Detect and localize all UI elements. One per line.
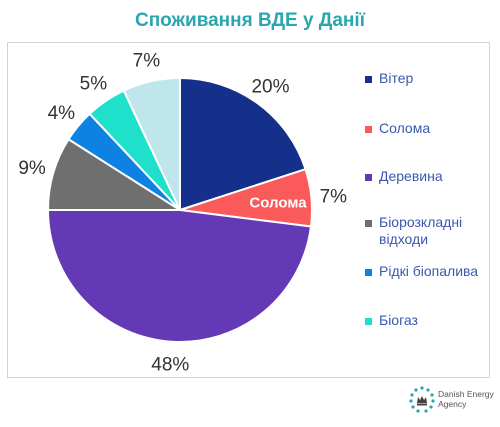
legend-item-2: Деревина (365, 168, 489, 185)
danish-energy-agency-logo: Danish Energy Agency (408, 384, 498, 424)
pie-value-label-0: 20% (251, 76, 289, 97)
legend-swatch (365, 126, 372, 133)
legend-swatch (365, 76, 372, 83)
chart-panel (7, 42, 490, 378)
pie-value-label-5: 5% (80, 74, 108, 95)
agency-crown-icon (409, 386, 435, 413)
chart-title: Споживання ВДЕ у Данії (134, 10, 366, 31)
pie-value-label-6: 7% (133, 51, 161, 72)
legend-label: Біогаз (379, 312, 418, 328)
legend-item-3: Біорозкладні відходи (365, 214, 489, 248)
pie-inner-label: Солома (249, 194, 307, 211)
legend-label: Деревина (379, 168, 443, 184)
legend-swatch (365, 174, 372, 181)
legend-label: Біорозкладні відходи (379, 214, 463, 247)
legend-swatch (365, 220, 372, 227)
legend-swatch (365, 318, 372, 325)
logo-text-line1: Danish Energy (438, 389, 494, 399)
legend-label: Солома (379, 120, 431, 136)
pie-value-label-2: 48% (151, 355, 189, 376)
legend-label: Вітер (379, 70, 414, 86)
pie-slice-6 (122, 76, 181, 211)
legend-item-0: Вітер (365, 70, 489, 87)
pie-slice-2 (46, 209, 313, 343)
legend-swatch (365, 269, 372, 276)
logo-text-line2: Agency (438, 399, 467, 409)
legend-item-4: Рідкі біопалива (365, 263, 489, 280)
pie-value-label-3: 9% (18, 158, 46, 179)
pie-value-label-1: 7% (320, 187, 348, 208)
legend-item-1: Солома (365, 120, 489, 137)
pie-value-label-4: 4% (48, 103, 76, 124)
legend-label: Рідкі біопалива (379, 263, 479, 279)
pie-slice-0 (179, 76, 307, 212)
legend-item-5: Біогаз (365, 312, 489, 329)
